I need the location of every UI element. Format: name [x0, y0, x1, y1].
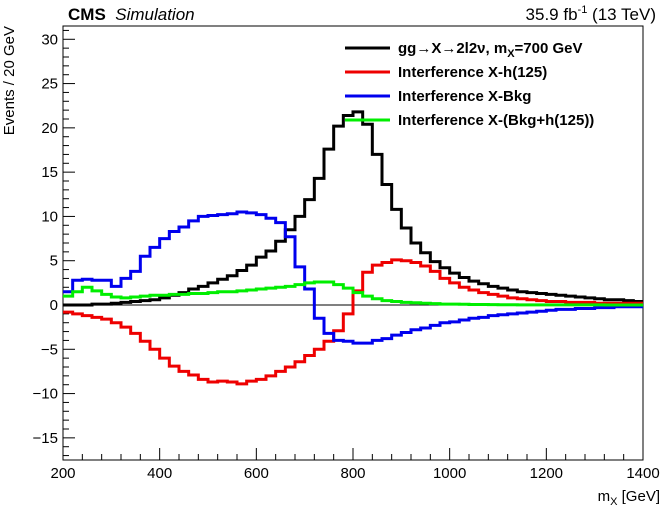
- y-tick-label: −15: [33, 430, 58, 447]
- y-tick-label: 20: [41, 120, 58, 137]
- plot-frame: [62, 25, 644, 461]
- legend-label-xh125: Interference X-h(125): [398, 64, 547, 81]
- simulation-tag: Simulation: [115, 5, 194, 24]
- lumi-label: 35.9 fb-1 (13 TeV): [526, 4, 656, 24]
- legend-entry-xh125: Interference X-h(125): [345, 64, 547, 81]
- legend-label-signal: gg→X→2l2ν, mX=700 GeV: [398, 40, 583, 60]
- x-tick-label: 800: [340, 465, 365, 482]
- x-axis-title-main: m: [598, 488, 611, 505]
- series-line-xbkgh: [63, 280, 643, 307]
- energy-label: (13 TeV): [587, 5, 656, 24]
- x-tick-label: 400: [147, 465, 172, 482]
- y-tick-label: −5: [41, 341, 58, 358]
- x-axis-title: mX [GeV]: [598, 488, 660, 508]
- series-layer: [63, 110, 643, 386]
- legend-entry-xbkgh: Interference X-(Bkg+h(125)): [345, 112, 594, 129]
- legend-entry-signal: gg→X→2l2ν, mX=700 GeV: [345, 40, 583, 60]
- x-tick-label: 1000: [433, 465, 466, 482]
- y-tick-label: 5: [50, 253, 58, 270]
- series-line-signal: [63, 110, 643, 307]
- y-tick-label: 10: [41, 208, 58, 225]
- x-axis: 200 400 600 800 1000 1200 1400: [50, 448, 660, 482]
- series-line-xh125: [63, 258, 643, 386]
- legend-entry-xbkg: Interference X-Bkg: [345, 88, 531, 105]
- experiment-name: CMS: [68, 5, 106, 24]
- x-axis-title-unit: [GeV]: [617, 488, 660, 505]
- legend-signal-text: gg→X→2l2ν, m: [398, 40, 507, 57]
- legend-label-xbkg: Interference X-Bkg: [398, 88, 531, 105]
- x-tick-label: 1400: [626, 465, 659, 482]
- legend-signal-tail: =700 GeV: [515, 40, 583, 57]
- x-tick-label: 600: [244, 465, 269, 482]
- y-tick-label: 0: [50, 297, 58, 314]
- y-tick-label: −10: [33, 386, 58, 403]
- lumi-exponent: -1: [578, 4, 588, 16]
- legend-label-xbkgh: Interference X-(Bkg+h(125)): [398, 112, 594, 129]
- series-line-xbkg: [63, 210, 643, 345]
- y-tick-label: 15: [41, 164, 58, 181]
- experiment-label: CMS Simulation: [68, 5, 195, 24]
- x-axis-title-sub: X: [610, 496, 618, 508]
- y-tick-label: 25: [41, 76, 58, 93]
- lumi-value: 35.9 fb: [526, 5, 578, 24]
- legend-signal-sub: X: [507, 48, 515, 60]
- y-axis: −15 −10 −5 0 5 10 15 20 25 30: [33, 29, 75, 457]
- y-tick-label: 30: [41, 31, 58, 48]
- y-axis-title: Events / 20 GeV: [1, 26, 18, 135]
- legend: gg→X→2l2ν, mX=700 GeV Interference X-h(1…: [345, 40, 594, 129]
- x-tick-label: 200: [50, 465, 75, 482]
- x-tick-label: 1200: [530, 465, 563, 482]
